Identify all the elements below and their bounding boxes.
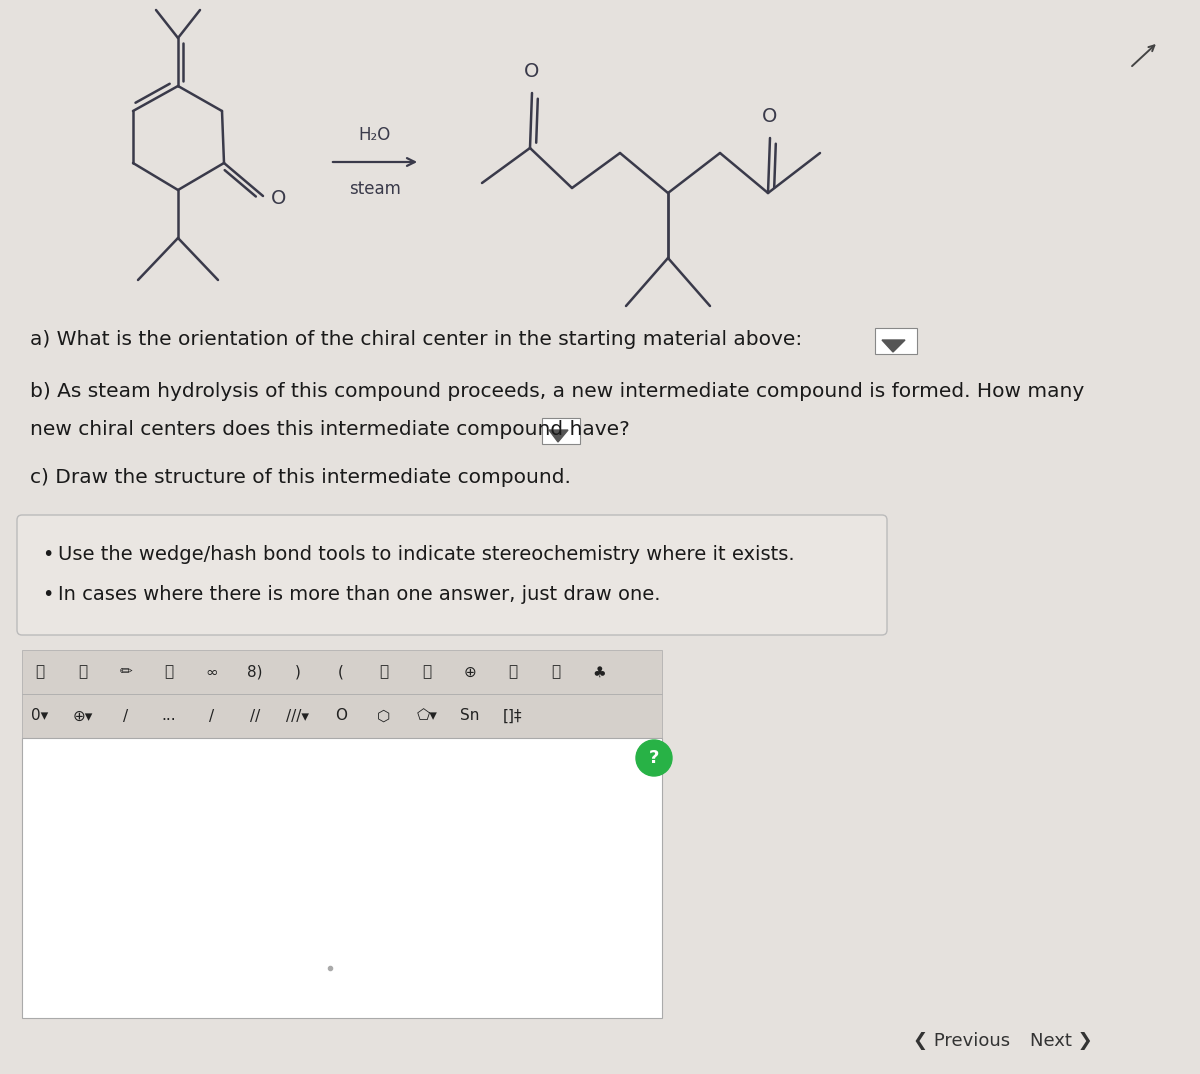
Text: ⊕▾: ⊕▾ [73,709,94,724]
Text: 🏠: 🏠 [78,665,88,680]
Text: a) What is the orientation of the chiral center in the starting material above:: a) What is the orientation of the chiral… [30,330,803,349]
Text: ): ) [295,665,301,680]
Text: ...: ... [162,709,176,724]
Text: /: / [124,709,128,724]
Text: ⊕: ⊕ [463,665,476,680]
FancyBboxPatch shape [875,328,917,354]
Circle shape [636,740,672,777]
Text: 🔎: 🔎 [509,665,517,680]
Text: O: O [271,189,287,207]
Polygon shape [550,430,568,442]
Text: 🔄: 🔄 [164,665,174,680]
Bar [22,650,662,694]
Bar [22,738,662,1018]
Text: 📋: 📋 [422,665,432,680]
Text: Next ❯: Next ❯ [1030,1032,1093,1050]
Text: 8): 8) [247,665,263,680]
FancyBboxPatch shape [542,418,580,444]
Text: steam: steam [349,180,401,198]
Polygon shape [882,340,905,352]
Text: c) Draw the structure of this intermediate compound.: c) Draw the structure of this intermedia… [30,468,571,487]
Text: //: // [250,709,260,724]
Text: •: • [42,545,53,564]
Text: ?: ? [649,749,659,767]
Text: 🎵: 🎵 [379,665,389,680]
Text: ⬡: ⬡ [377,709,391,724]
Text: ∞: ∞ [205,665,218,680]
FancyBboxPatch shape [17,516,887,635]
Text: O: O [762,107,778,126]
Text: O: O [335,709,347,724]
Bar [22,694,662,738]
Text: ///▾: ///▾ [287,709,310,724]
Text: O: O [524,62,540,81]
Text: •: • [42,585,53,604]
Text: ♣: ♣ [592,665,606,680]
Text: H₂O: H₂O [359,126,391,144]
Text: Use the wedge/hash bond tools to indicate stereochemistry where it exists.: Use the wedge/hash bond tools to indicat… [58,545,794,564]
Text: In cases where there is more than one answer, just draw one.: In cases where there is more than one an… [58,585,660,604]
Text: /: / [210,709,215,724]
Text: Sn: Sn [461,709,480,724]
Text: ⬠▾: ⬠▾ [416,709,438,724]
Text: new chiral centers does this intermediate compound have?: new chiral centers does this intermediat… [30,420,630,439]
Text: ✋: ✋ [36,665,44,680]
Text: 0▾: 0▾ [31,709,49,724]
Text: 🔍: 🔍 [552,665,560,680]
Text: ✏️: ✏️ [120,665,132,680]
Text: ❮ Previous: ❮ Previous [913,1032,1010,1050]
Text: b) As steam hydrolysis of this compound proceeds, a new intermediate compound is: b) As steam hydrolysis of this compound … [30,382,1085,401]
Text: (: ( [338,665,344,680]
Text: []‡: []‡ [503,709,523,724]
